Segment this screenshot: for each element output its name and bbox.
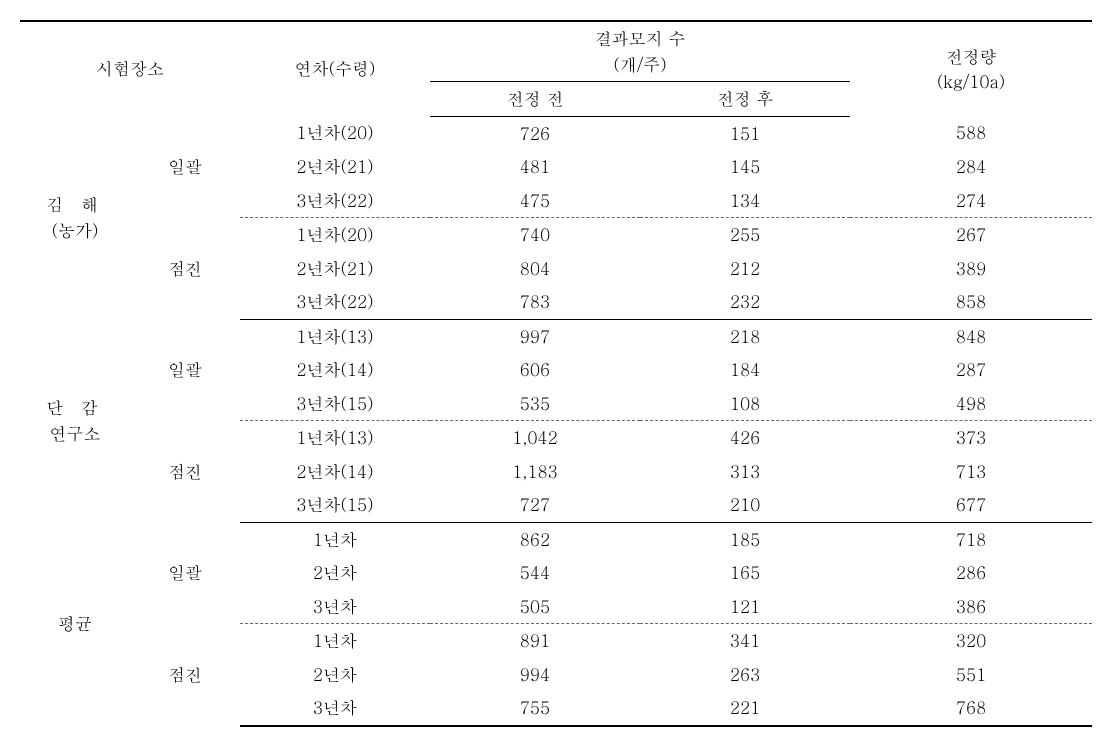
cell-after: 232 bbox=[640, 285, 850, 319]
method-label: 일괄 bbox=[130, 116, 240, 218]
col-site: 시험장소 bbox=[20, 21, 240, 116]
cell-before: 783 bbox=[430, 285, 640, 319]
cell-before: 755 bbox=[430, 691, 640, 726]
cell-amount: 320 bbox=[850, 624, 1092, 658]
cell-year: 1년차 bbox=[240, 522, 430, 556]
cell-year: 1년차(20) bbox=[240, 218, 430, 252]
site-label-line2: 연구소 bbox=[28, 421, 122, 447]
cell-after: 341 bbox=[640, 624, 850, 658]
method-label: 점진 bbox=[130, 421, 240, 523]
cell-amount: 768 bbox=[850, 691, 1092, 726]
cell-after: 210 bbox=[640, 488, 850, 522]
cell-year: 2년차(14) bbox=[240, 353, 430, 387]
cell-after: 121 bbox=[640, 590, 850, 624]
cell-before: 862 bbox=[430, 522, 640, 556]
cell-amount: 718 bbox=[850, 522, 1092, 556]
cell-year: 3년차(22) bbox=[240, 285, 430, 319]
cell-after: 145 bbox=[640, 150, 850, 184]
col-amount: 전정량 (kg/10a) bbox=[850, 21, 1092, 116]
cell-year: 3년차(22) bbox=[240, 184, 430, 218]
cell-amount: 274 bbox=[850, 184, 1092, 218]
method-label: 일괄 bbox=[130, 522, 240, 624]
cell-after: 426 bbox=[640, 421, 850, 455]
table-header: 시험장소 연차(수령) 결과모지 수 (개/주) 전정량 (kg/10a) 전정… bbox=[20, 21, 1092, 116]
cell-before: 535 bbox=[430, 387, 640, 421]
cell-year: 3년차(15) bbox=[240, 488, 430, 522]
data-table: 시험장소 연차(수령) 결과모지 수 (개/주) 전정량 (kg/10a) 전정… bbox=[20, 20, 1092, 727]
cell-after: 313 bbox=[640, 455, 850, 489]
cell-after: 185 bbox=[640, 522, 850, 556]
method-label: 점진 bbox=[130, 218, 240, 320]
site-location: 김 해 (농가) bbox=[20, 116, 130, 319]
site-location: 평균 bbox=[20, 522, 130, 726]
cell-before: 606 bbox=[430, 353, 640, 387]
col-branches-group: 결과모지 수 (개/주) bbox=[430, 21, 850, 82]
cell-year: 1년차(13) bbox=[240, 319, 430, 353]
cell-before: 475 bbox=[430, 184, 640, 218]
cell-amount: 287 bbox=[850, 353, 1092, 387]
cell-amount: 848 bbox=[850, 319, 1092, 353]
cell-after: 263 bbox=[640, 658, 850, 692]
cell-year: 2년차(14) bbox=[240, 455, 430, 489]
cell-amount: 373 bbox=[850, 421, 1092, 455]
cell-amount: 267 bbox=[850, 218, 1092, 252]
cell-amount: 386 bbox=[850, 590, 1092, 624]
site-label-line1: 김 해 bbox=[28, 192, 122, 218]
cell-before: 891 bbox=[430, 624, 640, 658]
cell-year: 2년차 bbox=[240, 658, 430, 692]
cell-year: 3년차 bbox=[240, 590, 430, 624]
cell-year: 1년차(13) bbox=[240, 421, 430, 455]
cell-before: 997 bbox=[430, 319, 640, 353]
col-after: 전정 후 bbox=[640, 82, 850, 117]
cell-amount: 498 bbox=[850, 387, 1092, 421]
method-label: 일괄 bbox=[130, 319, 240, 421]
cell-before: 994 bbox=[430, 658, 640, 692]
cell-year: 1년차(20) bbox=[240, 116, 430, 150]
cell-amount: 858 bbox=[850, 285, 1092, 319]
cell-year: 3년차(15) bbox=[240, 387, 430, 421]
cell-before: 1,183 bbox=[430, 455, 640, 489]
cell-after: 165 bbox=[640, 556, 850, 590]
cell-year: 2년차(21) bbox=[240, 252, 430, 286]
cell-after: 134 bbox=[640, 184, 850, 218]
cell-amount: 588 bbox=[850, 116, 1092, 150]
cell-after: 221 bbox=[640, 691, 850, 726]
cell-before: 740 bbox=[430, 218, 640, 252]
cell-before: 727 bbox=[430, 488, 640, 522]
cell-amount: 389 bbox=[850, 252, 1092, 286]
cell-after: 255 bbox=[640, 218, 850, 252]
cell-amount: 713 bbox=[850, 455, 1092, 489]
cell-amount: 551 bbox=[850, 658, 1092, 692]
cell-before: 481 bbox=[430, 150, 640, 184]
cell-after: 108 bbox=[640, 387, 850, 421]
cell-amount: 286 bbox=[850, 556, 1092, 590]
site-label-line1: 단 감 bbox=[28, 395, 122, 421]
cell-before: 505 bbox=[430, 590, 640, 624]
cell-amount: 677 bbox=[850, 488, 1092, 522]
cell-year: 2년차 bbox=[240, 556, 430, 590]
cell-year: 2년차(21) bbox=[240, 150, 430, 184]
cell-after: 184 bbox=[640, 353, 850, 387]
cell-before: 544 bbox=[430, 556, 640, 590]
method-label: 점진 bbox=[130, 624, 240, 726]
cell-after: 151 bbox=[640, 116, 850, 150]
col-before: 전정 전 bbox=[430, 82, 640, 117]
cell-after: 218 bbox=[640, 319, 850, 353]
site-label-line2: (농가) bbox=[28, 218, 122, 244]
cell-year: 1년차 bbox=[240, 624, 430, 658]
site-location: 단 감 연구소 bbox=[20, 319, 130, 522]
cell-year: 3년차 bbox=[240, 691, 430, 726]
cell-before: 804 bbox=[430, 252, 640, 286]
cell-before: 726 bbox=[430, 116, 640, 150]
col-year-age: 연차(수령) bbox=[240, 21, 430, 116]
cell-after: 212 bbox=[640, 252, 850, 286]
cell-before: 1,042 bbox=[430, 421, 640, 455]
cell-amount: 284 bbox=[850, 150, 1092, 184]
